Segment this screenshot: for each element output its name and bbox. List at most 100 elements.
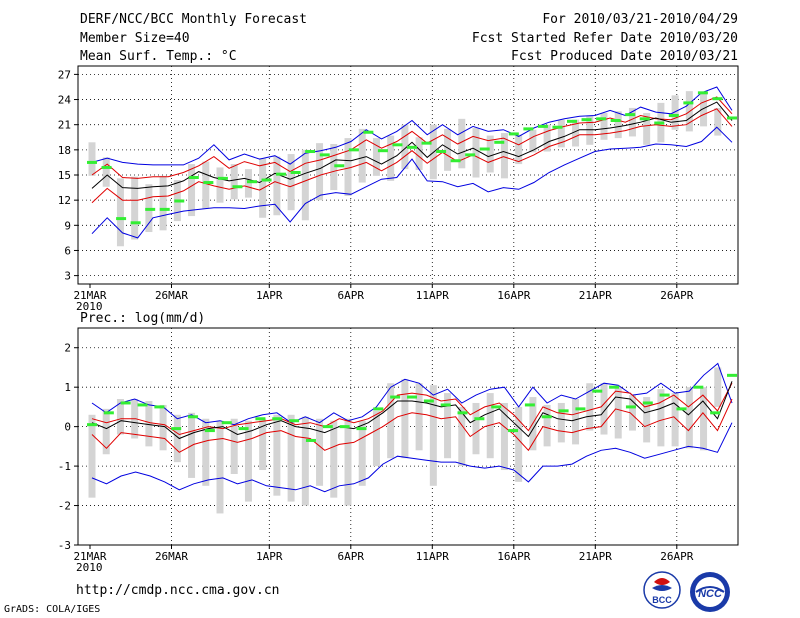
prec-ytick-label: -2 — [58, 500, 71, 513]
prec-range-bar — [330, 420, 338, 498]
prec-range-bar — [557, 402, 565, 443]
prec-observed-mark — [423, 399, 434, 403]
prec-range-bar — [700, 387, 708, 451]
prec-variable-label: Prec.: log(mm/d) — [80, 311, 205, 326]
temp-observed-mark — [567, 119, 577, 123]
temp-range-bar — [401, 124, 409, 170]
prec-observed-mark — [440, 403, 451, 407]
temp-range-bar — [700, 92, 708, 127]
svg-text:BCC: BCC — [652, 595, 672, 605]
temp-xtick-label: 26MAR — [155, 289, 188, 302]
prec-range-bar — [259, 418, 267, 471]
temp-range-bar — [458, 118, 466, 169]
prec-range-bar — [572, 399, 580, 445]
temp-ytick-label: 18 — [58, 144, 71, 157]
temp-range-bar — [116, 178, 124, 247]
temp-series-lower — [91, 108, 733, 204]
prec-range-bar — [628, 395, 636, 431]
prec-range-bar — [600, 383, 608, 435]
prec-range-bar — [472, 402, 480, 455]
prec-observed-mark — [491, 405, 502, 409]
prec-observed-mark — [642, 401, 653, 405]
temp-observed-mark — [203, 181, 214, 185]
temp-observed-mark — [450, 159, 461, 163]
temp-observed-mark — [305, 150, 316, 154]
temp-xtick-label: 16APR — [497, 289, 530, 302]
prec-observed-mark — [625, 405, 636, 409]
temp-observed-mark — [697, 91, 708, 95]
prec-observed-mark — [575, 407, 586, 411]
temp-range-bar — [131, 176, 139, 240]
temp-range-bar — [671, 95, 679, 130]
prec-ytick-label: -1 — [58, 460, 71, 473]
temp-observed-mark — [290, 170, 301, 174]
prec-range-bar — [543, 404, 551, 447]
temp-ytick-label: 3 — [64, 270, 71, 283]
temp-observed-mark — [247, 180, 257, 184]
temp-series-upper — [91, 96, 733, 179]
temp-range-bar — [159, 175, 167, 231]
source-url[interactable]: http://cmdp.ncc.cma.gov.cn — [76, 583, 280, 598]
prec-ytick-label: 1 — [64, 381, 71, 394]
prec-range-bar — [586, 383, 594, 431]
prec-range-bar — [401, 379, 409, 459]
prec-range-bar — [344, 418, 352, 506]
prec-range-bar — [88, 414, 96, 498]
temp-range-bar — [614, 111, 622, 139]
member-size: Member Size=40 — [80, 31, 190, 46]
temp-range-bar — [344, 138, 352, 196]
temp-xtick-label: 11APR — [416, 289, 449, 302]
temp-observed-mark — [319, 153, 330, 157]
prec-observed-mark — [272, 417, 283, 421]
prec-range-bar — [415, 383, 423, 451]
prec-observed-mark — [137, 403, 148, 407]
svg-text:NCC: NCC — [698, 588, 723, 600]
temp-xtick-label: 1APR — [256, 289, 283, 302]
prec-range-bar — [643, 397, 651, 443]
temp-year-label: 2010 — [76, 300, 103, 313]
prec-observed-mark — [188, 415, 199, 419]
temp-range-bar — [372, 138, 380, 176]
temp-observed-mark — [145, 207, 156, 211]
prec-range-bar — [500, 402, 508, 471]
temp-range-bar — [216, 167, 224, 203]
temp-range-bar — [287, 154, 295, 211]
chart-title: DERF/NCC/BCC Monthly Forecast — [80, 12, 307, 27]
temp-range-bar — [358, 128, 366, 183]
temp-observed-mark — [625, 113, 636, 117]
temp-range-bar — [643, 112, 651, 145]
fcst-start-date: Fcst Started Refer Date 2010/03/20 — [471, 31, 738, 46]
temp-ytick-label: 6 — [64, 244, 71, 257]
temp-xtick-label: 21MAR — [73, 289, 106, 302]
prec-ytick-label: -3 — [58, 539, 71, 552]
temp-range-bar — [387, 135, 395, 181]
prec-xtick-label: 21MAR — [73, 550, 106, 563]
temp-observed-mark — [188, 176, 199, 180]
prec-observed-mark — [390, 395, 401, 399]
prec-ytick-label: 0 — [64, 421, 71, 434]
temp-range-bar — [444, 128, 452, 171]
temp-observed-mark — [494, 140, 505, 144]
temp-observed-mark — [276, 172, 287, 176]
prec-observed-mark — [289, 419, 300, 423]
prec-observed-mark — [87, 423, 97, 427]
temp-range-bar — [628, 107, 636, 137]
temp-range-bar — [188, 164, 196, 217]
temp-range-bar — [102, 157, 110, 187]
prec-series-mean — [91, 381, 733, 440]
temp-ytick-label: 15 — [58, 169, 71, 182]
prec-panel: -3 -2 -1 0 1 2 21MAR 26MAR 1APR 6APR 11APR 16APR 21A… — [58, 327, 739, 574]
temp-observed-mark — [727, 116, 737, 120]
temp-observed-mark — [465, 153, 476, 157]
temp-ytick-label: 9 — [64, 219, 71, 232]
temp-observed-mark — [348, 148, 359, 152]
prec-range-bar — [685, 387, 693, 449]
temp-observed-mark — [377, 149, 388, 153]
temp-series-mean — [91, 101, 733, 189]
temp-observed-mark — [581, 118, 592, 122]
prec-observed-mark — [171, 427, 182, 431]
prec-xtick-label: 16APR — [497, 550, 530, 563]
prec-observed-mark — [238, 427, 249, 431]
prec-observed-mark — [322, 425, 333, 429]
